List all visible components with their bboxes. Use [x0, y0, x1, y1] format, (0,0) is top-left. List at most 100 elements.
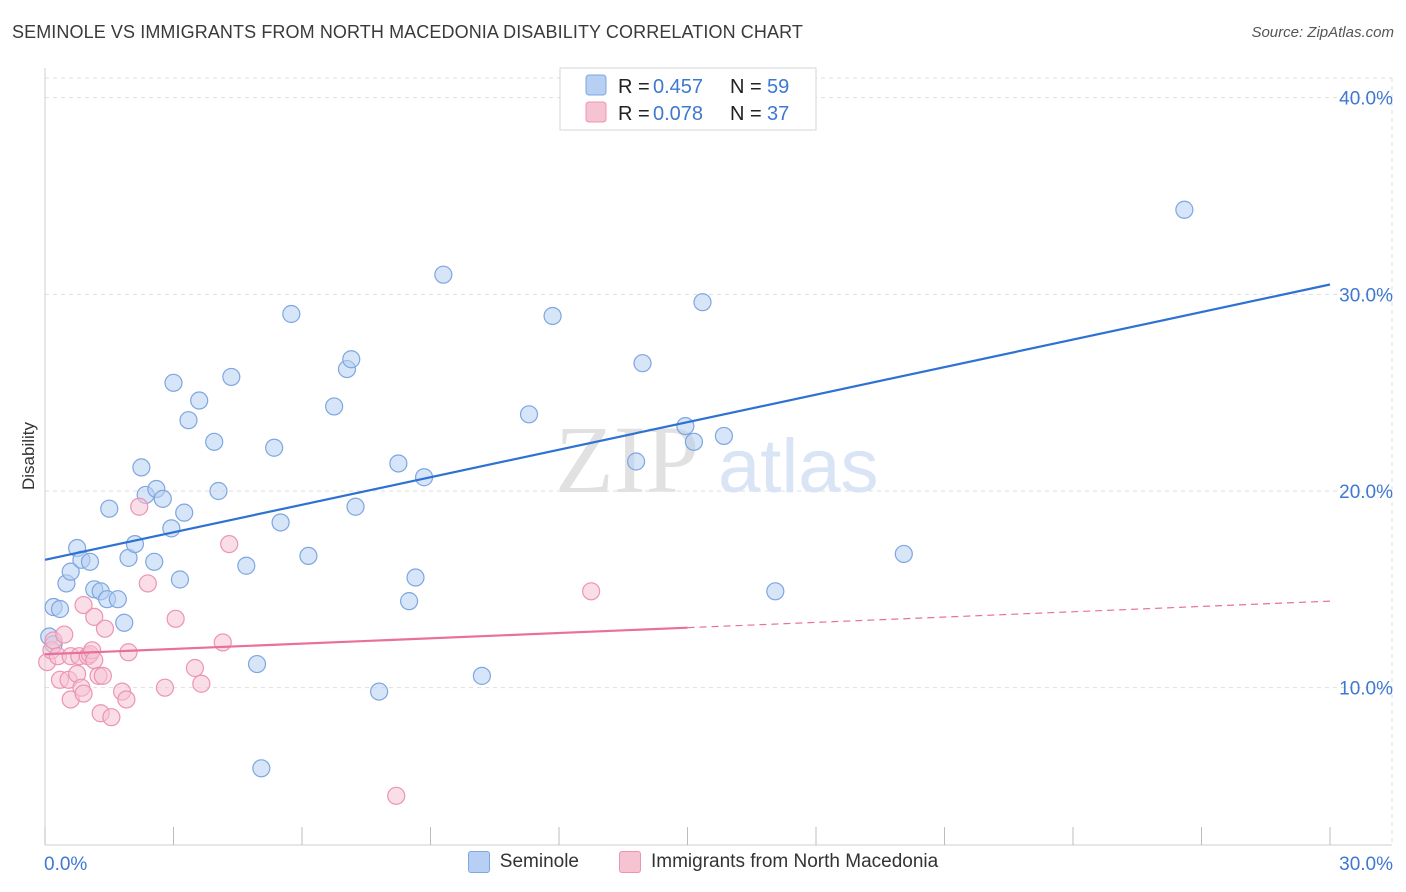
north-macedonia-point: [387, 786, 406, 805]
legend-box: R = 0.457 N = 59 R = 0.078 N = 37: [559, 67, 817, 131]
seminole-points: [40, 200, 1194, 778]
north-macedonia-trend-line-extension: [687, 600, 1331, 629]
seminole-point: [108, 590, 127, 609]
north-macedonia-trend-line: [44, 626, 688, 656]
seminole-point: [265, 438, 284, 457]
x-tick-labels: 0.0% 30.0%: [44, 854, 1393, 875]
north-macedonia-point: [74, 684, 93, 703]
north-macedonia-point: [582, 582, 601, 601]
north-macedonia-point: [220, 534, 239, 554]
seminole-point: [325, 397, 344, 416]
seminole-point: [179, 411, 198, 430]
seminole-point: [209, 481, 228, 501]
seminole-point: [115, 613, 134, 632]
watermark-atlas: atlas: [718, 424, 879, 509]
legend-r-label-seminole: R =: [618, 76, 650, 98]
seminole-point: [80, 552, 100, 571]
north-macedonia-point: [85, 607, 104, 626]
north-macedonia-point: [95, 619, 115, 638]
legend-n-value-north-macedonia: 37: [767, 103, 789, 125]
y-axis-label: Disability: [19, 421, 38, 490]
y-tick-label-3: 40.0%: [1339, 89, 1393, 110]
seminole-point: [299, 546, 318, 566]
north-macedonia-point: [55, 625, 74, 644]
seminole-point: [222, 367, 241, 387]
seminole-point: [434, 265, 453, 284]
chart-title: SEMINOLE VS IMMIGRANTS FROM NORTH MACEDO…: [12, 22, 803, 42]
seminole-point: [252, 759, 271, 778]
seminole-point: [145, 552, 164, 571]
y-tick-labels: 10.0% 20.0% 30.0% 40.0%: [1339, 89, 1393, 700]
bottom-legend-item-seminole[interactable]: Seminole: [467, 851, 579, 873]
seminole-point: [175, 503, 194, 522]
north-macedonia-point: [130, 497, 149, 516]
x-tick-label-1: 30.0%: [1339, 854, 1393, 875]
seminole-point: [342, 350, 361, 369]
axes: [44, 68, 1392, 846]
north-macedonia-point: [166, 609, 185, 628]
seminole-point: [519, 405, 539, 424]
north-macedonia-point: [155, 678, 175, 697]
trend-lines: [44, 283, 1331, 656]
y-tick-label-2: 30.0%: [1339, 285, 1393, 306]
seminole-point: [100, 499, 119, 518]
legend-n-value-seminole: 59: [767, 76, 789, 98]
legend-n-label-north-macedonia: N =: [730, 103, 762, 125]
seminole-point: [190, 391, 209, 410]
seminole-point: [132, 458, 151, 477]
bottom-legend-swatch-seminole: [467, 851, 490, 873]
y-tick-label-1: 20.0%: [1339, 482, 1393, 503]
seminole-point: [389, 454, 408, 473]
north-macedonia-point: [102, 708, 121, 727]
seminole-point: [170, 570, 190, 589]
legend-swatch-seminole: [585, 74, 607, 96]
seminole-point: [61, 562, 80, 581]
seminole-point: [50, 599, 70, 619]
north-macedonia-point: [138, 574, 157, 593]
seminole-point: [714, 426, 734, 446]
seminole-point: [676, 417, 695, 436]
source-credit: Source: ZipAtlas.com: [1251, 24, 1394, 41]
seminole-point: [237, 556, 256, 575]
seminole-point: [125, 534, 145, 554]
north-macedonia-point: [74, 595, 93, 615]
seminole-point: [894, 544, 913, 564]
seminole-point: [247, 654, 267, 674]
north-macedonia-point: [85, 651, 104, 670]
seminole-point: [543, 306, 562, 326]
legend-n-label-seminole: N =: [730, 76, 762, 98]
seminole-point: [406, 568, 425, 587]
north-macedonia-point: [213, 633, 232, 652]
seminole-point: [153, 489, 172, 508]
seminole-point: [346, 497, 365, 516]
seminole-point: [164, 373, 183, 392]
north-macedonia-point: [119, 643, 138, 662]
north-macedonia-point: [192, 674, 211, 693]
bottom-legend-label-north-macedonia: Immigrants from North Macedonia: [651, 851, 939, 872]
seminole-point: [684, 432, 704, 451]
seminole-point: [693, 293, 712, 312]
seminole-point: [282, 304, 301, 324]
north-macedonia-point: [117, 690, 136, 709]
north-macedonia-point: [185, 658, 205, 678]
seminole-point: [1175, 200, 1194, 219]
bottom-legend-item-north-macedonia[interactable]: Immigrants from North Macedonia: [619, 851, 938, 873]
bottom-legend: Seminole Immigrants from North Macedonia: [0, 851, 1406, 873]
seminole-point: [472, 666, 491, 685]
y-tick-label-0: 10.0%: [1339, 679, 1393, 700]
legend-r-label-north-macedonia: R =: [618, 103, 650, 125]
seminole-point: [633, 354, 652, 373]
seminole-point: [205, 432, 224, 451]
legend-r-value-north-macedonia: 0.078: [653, 103, 703, 125]
north-macedonia-point: [93, 666, 112, 685]
x-tick-label-0: 0.0%: [44, 854, 87, 875]
seminole-point: [370, 682, 389, 701]
seminole-point: [766, 582, 785, 601]
bottom-legend-swatch-north-macedonia: [619, 851, 641, 873]
bottom-legend-label-seminole: Seminole: [499, 851, 579, 872]
seminole-point: [271, 513, 290, 532]
seminole-point: [626, 452, 646, 471]
seminole-point: [399, 592, 419, 611]
legend-swatch-north-macedonia: [585, 101, 607, 123]
